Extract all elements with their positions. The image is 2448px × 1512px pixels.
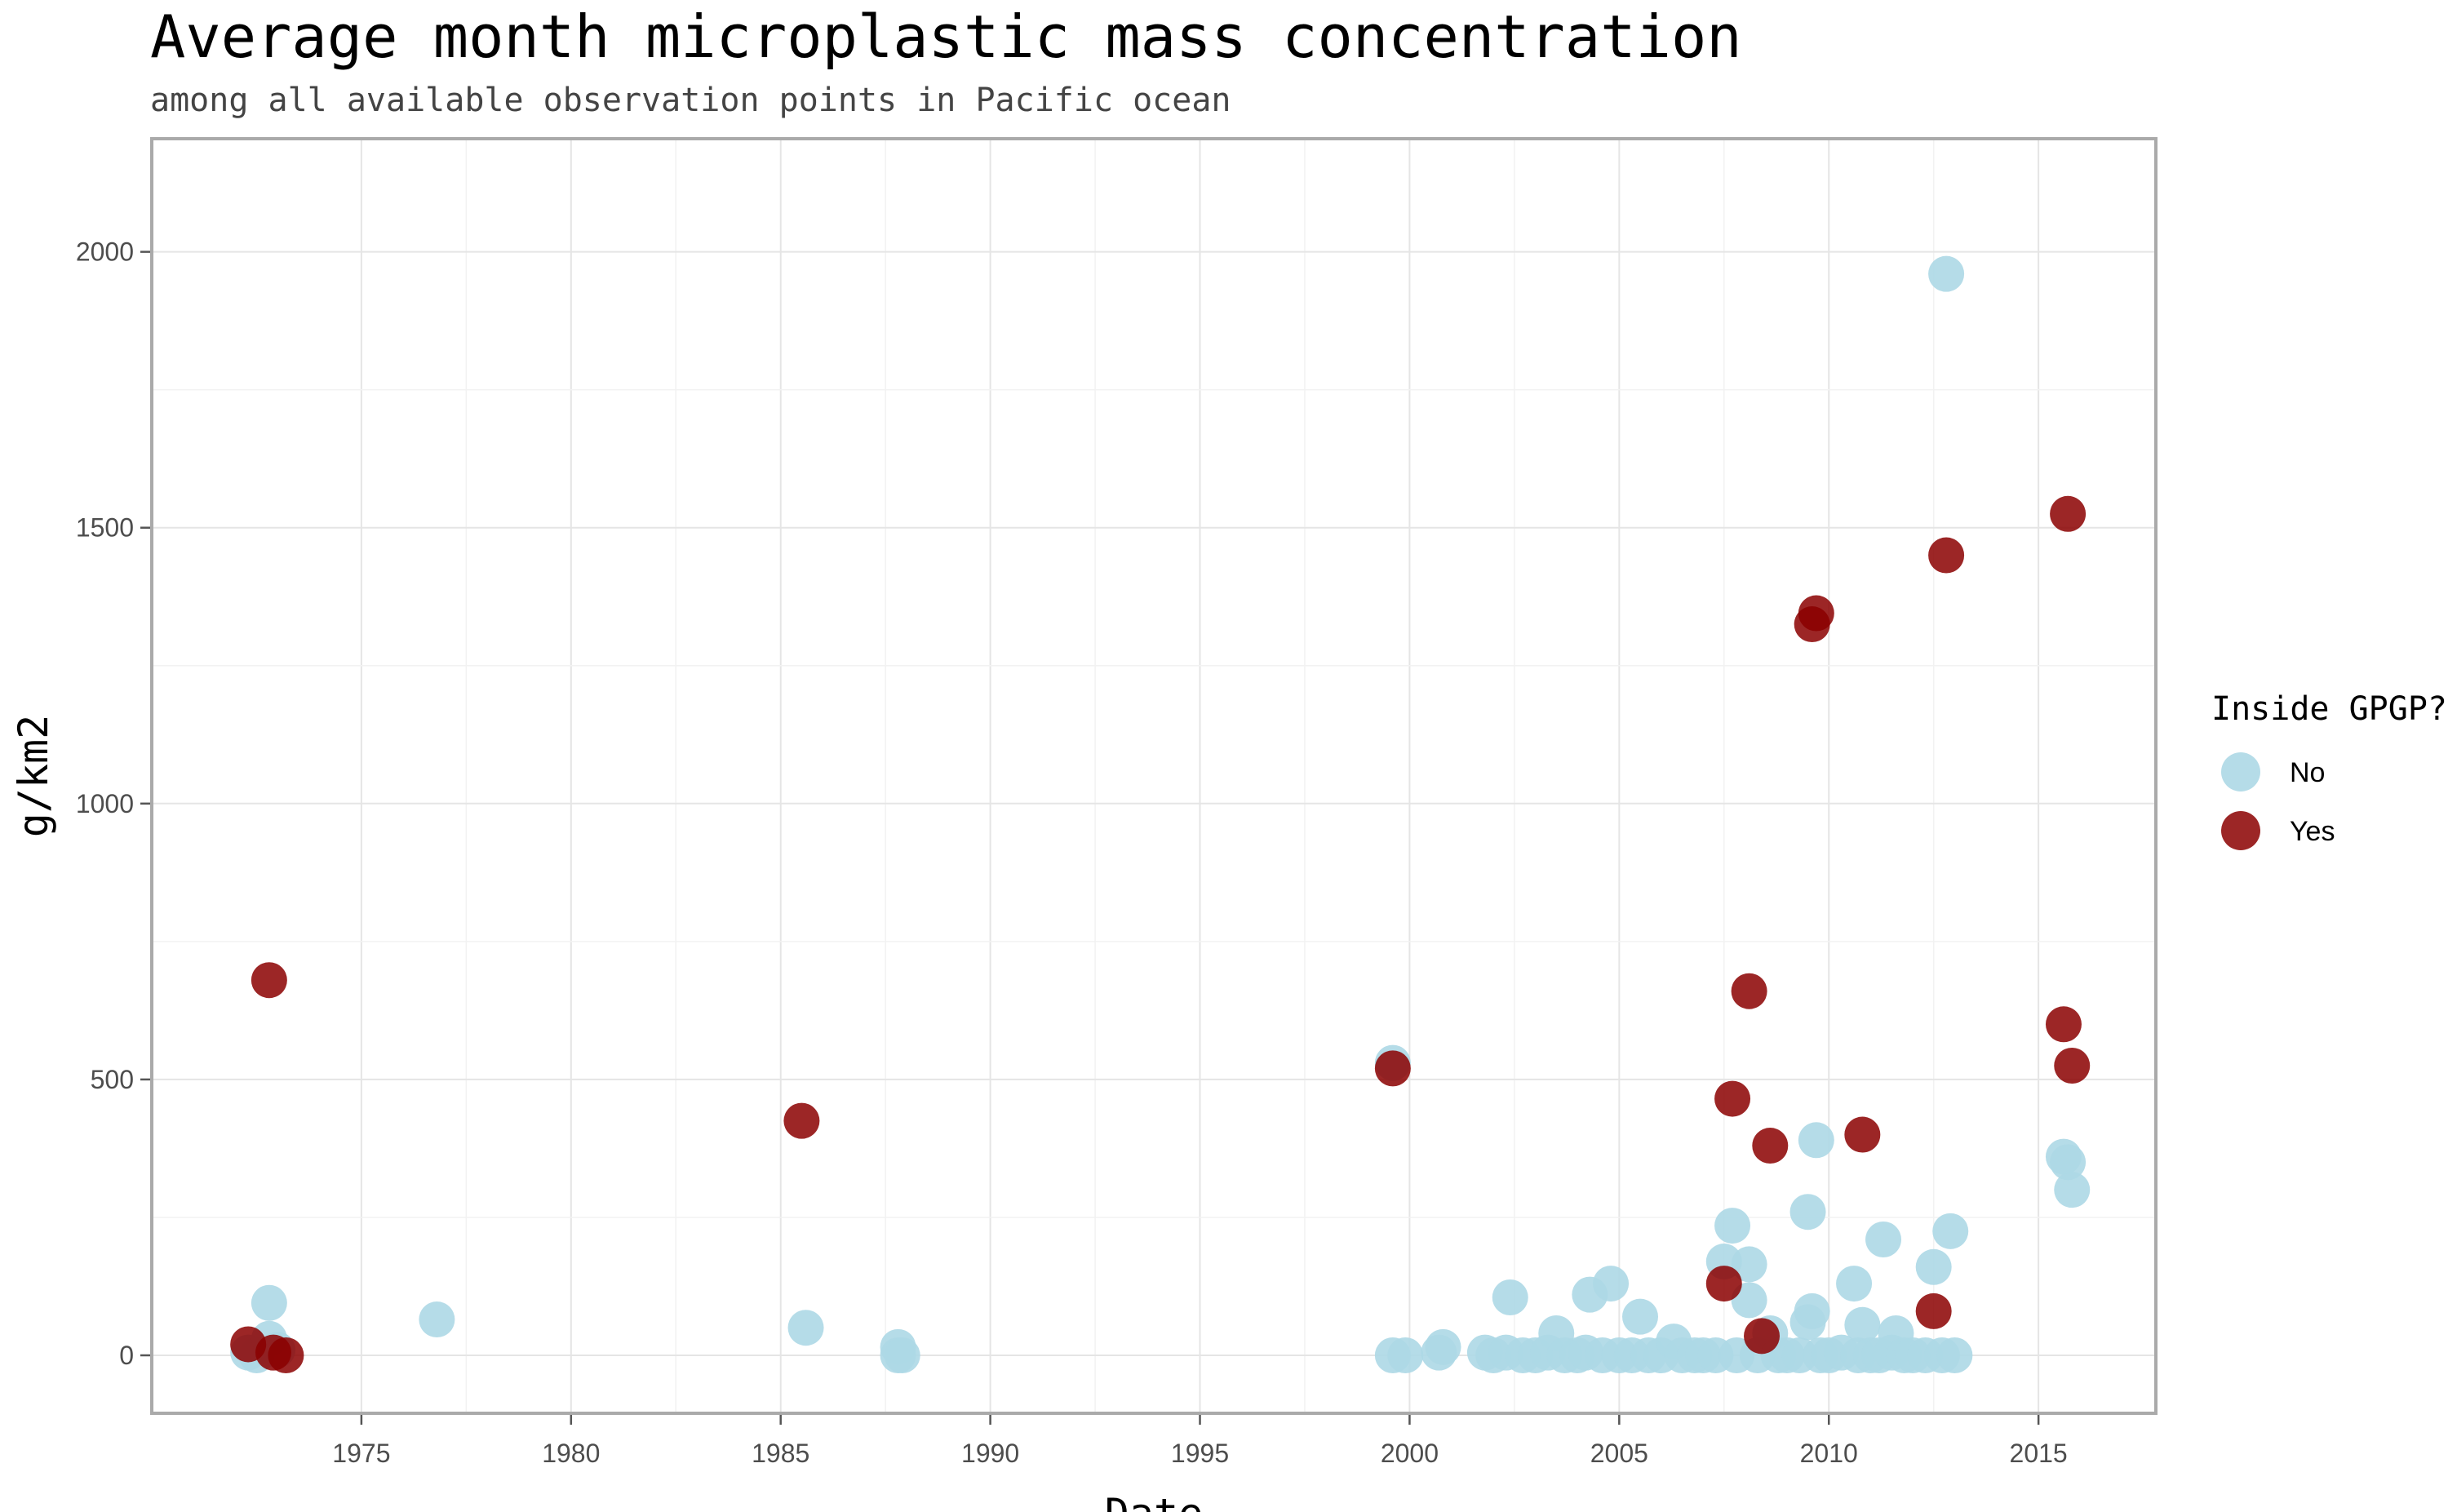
- data-point: [1915, 1248, 1952, 1285]
- data-point: [419, 1301, 455, 1338]
- legend: Inside GPGP? No Yes: [2211, 690, 2447, 850]
- data-point: [1731, 973, 1767, 1009]
- data-point: [1492, 1279, 1528, 1315]
- data-point: [1374, 1050, 1411, 1087]
- y-tick-label: 1000: [76, 789, 134, 818]
- data-point: [1865, 1222, 1902, 1257]
- data-point: [884, 1337, 920, 1373]
- data-point: [1844, 1306, 1881, 1343]
- data-point: [1844, 1116, 1881, 1153]
- data-point: [1936, 1337, 1973, 1373]
- data-point: [1789, 1194, 1826, 1230]
- x-axis-label: Date: [1105, 1490, 1203, 1512]
- data-point: [1593, 1266, 1630, 1302]
- legend-key-no: [2221, 752, 2260, 791]
- data-point: [1752, 1128, 1789, 1164]
- series-yes: [230, 495, 2091, 1373]
- data-point: [1932, 1213, 1969, 1249]
- y-tick-label: 2000: [76, 237, 134, 267]
- data-point: [251, 1284, 287, 1321]
- data-point: [1714, 1208, 1751, 1244]
- data-point: [1798, 1122, 1834, 1159]
- y-tick-label: 500: [91, 1065, 134, 1094]
- data-point: [2054, 1172, 2091, 1208]
- chart-title: Average month microplastic mass concentr…: [150, 2, 1742, 71]
- data-point: [1387, 1337, 1424, 1373]
- data-point: [1915, 1293, 1952, 1329]
- x-tick-label: 2010: [1800, 1439, 1858, 1468]
- data-point: [1928, 537, 1965, 574]
- chart-subtitle: among all available observation points i…: [150, 82, 1231, 119]
- data-point: [251, 962, 287, 999]
- data-point: [1731, 1246, 1767, 1283]
- x-tick-label: 2005: [1590, 1439, 1648, 1468]
- y-tick-label: 1500: [76, 513, 134, 543]
- x-axis-ticks: 1975 1980 1985 1990 1995 2000 2005 2010 2015: [332, 1415, 2068, 1468]
- data-point: [1794, 1293, 1830, 1329]
- x-tick-label: 1990: [961, 1439, 1019, 1468]
- data-point: [1798, 595, 1834, 632]
- data-point: [268, 1337, 304, 1373]
- data-point: [2045, 1006, 2082, 1043]
- data-point: [2054, 1048, 2091, 1084]
- data-point: [1425, 1328, 1461, 1365]
- x-tick-label: 2000: [1381, 1439, 1439, 1468]
- data-point: [1714, 1080, 1751, 1117]
- data-point: [1836, 1266, 1873, 1302]
- data-point: [783, 1102, 820, 1139]
- legend-title: Inside GPGP?: [2211, 690, 2447, 728]
- x-tick-label: 1985: [752, 1439, 809, 1468]
- data-point: [1705, 1266, 1742, 1302]
- plot-panel-border: [150, 137, 2158, 1415]
- legend-key-yes: [2221, 811, 2260, 850]
- y-axis-ticks: 0 500 1000 1500 2000: [76, 237, 150, 1370]
- data-points: [230, 255, 2091, 1373]
- x-tick-label: 1995: [1171, 1439, 1229, 1468]
- legend-label-yes: Yes: [2290, 816, 2335, 847]
- data-point: [787, 1310, 824, 1346]
- data-point: [1744, 1318, 1781, 1355]
- data-point: [1622, 1298, 1659, 1335]
- y-tick-label: 0: [119, 1341, 134, 1370]
- x-tick-label: 1980: [542, 1439, 600, 1468]
- data-point: [2050, 495, 2087, 532]
- x-tick-label: 2015: [2010, 1439, 2068, 1468]
- data-point: [2050, 1144, 2087, 1181]
- x-tick-label: 1975: [332, 1439, 390, 1468]
- legend-label-no: No: [2290, 757, 2325, 788]
- y-axis-label: g/km2: [10, 715, 57, 838]
- data-point: [1928, 255, 1965, 292]
- gridlines: [152, 139, 2156, 1413]
